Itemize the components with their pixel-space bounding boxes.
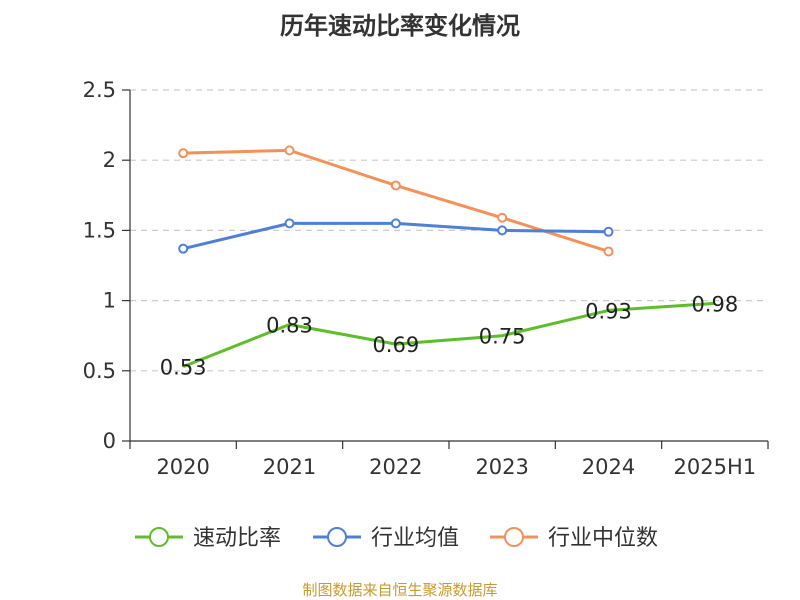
y-tick-label: 0.5 xyxy=(83,359,116,383)
x-tick-label: 2022 xyxy=(369,455,422,479)
x-axis-ticks: 2020 2021 2022 2023 2024 2025H1 xyxy=(129,441,769,479)
data-point[interactable] xyxy=(178,148,189,159)
legend-label: 速动比率 xyxy=(193,526,281,551)
x-tick-label: 2023 xyxy=(475,455,528,479)
data-labels: 0.53 0.83 0.69 0.75 0.93 0.98 xyxy=(160,292,738,379)
series-line xyxy=(183,148,609,253)
legend-label: 行业中位数 xyxy=(548,526,658,551)
data-label: 0.93 xyxy=(585,299,632,323)
series-layer xyxy=(178,145,715,368)
x-tick-label: 2021 xyxy=(263,455,316,479)
legend-swatch-marker xyxy=(149,527,169,547)
chart-title: 历年速动比率变化情况 xyxy=(280,12,520,40)
y-tick-label: 2 xyxy=(103,148,116,172)
data-label: 0.69 xyxy=(372,333,419,357)
legend-item[interactable]: 行业均值 xyxy=(313,526,459,551)
data-label: 0.98 xyxy=(691,292,738,316)
y-tick-label: 2.5 xyxy=(83,78,116,102)
legend-swatch-marker xyxy=(504,527,524,547)
series-2 xyxy=(178,145,614,257)
x-tick-label: 2020 xyxy=(156,455,209,479)
series-0 xyxy=(182,301,715,368)
legend-item[interactable]: 行业中位数 xyxy=(490,526,658,551)
data-point[interactable] xyxy=(497,225,508,236)
y-tick-label: 0 xyxy=(103,429,116,453)
legend-label: 行业均值 xyxy=(371,526,459,551)
axes xyxy=(129,90,768,442)
data-label: 0.53 xyxy=(160,356,207,380)
x-tick-label: 2024 xyxy=(582,455,635,479)
legend[interactable]: 速动比率 行业均值 行业中位数 xyxy=(135,526,658,551)
series-line xyxy=(182,301,715,368)
data-point[interactable] xyxy=(390,180,401,191)
data-point[interactable] xyxy=(178,243,189,254)
data-label: 0.75 xyxy=(479,325,526,349)
data-point[interactable] xyxy=(497,212,508,223)
y-tick-label: 1 xyxy=(103,289,116,313)
series-1 xyxy=(178,218,614,254)
legend-swatch-marker xyxy=(327,527,347,547)
data-point[interactable] xyxy=(284,145,295,156)
data-point[interactable] xyxy=(603,226,614,237)
data-point[interactable] xyxy=(603,246,614,257)
data-label: 0.83 xyxy=(266,313,313,337)
source-note: 制图数据来自恒生聚源数据库 xyxy=(302,581,497,599)
x-tick-label: 2025H1 xyxy=(674,455,757,479)
grid-lines xyxy=(130,89,768,372)
data-point[interactable] xyxy=(284,218,295,229)
y-axis-ticks: 0 0.5 1 1.5 2 2.5 xyxy=(83,78,130,453)
y-tick-label: 1.5 xyxy=(83,218,116,242)
data-point[interactable] xyxy=(390,218,401,229)
legend-item[interactable]: 速动比率 xyxy=(135,526,281,551)
